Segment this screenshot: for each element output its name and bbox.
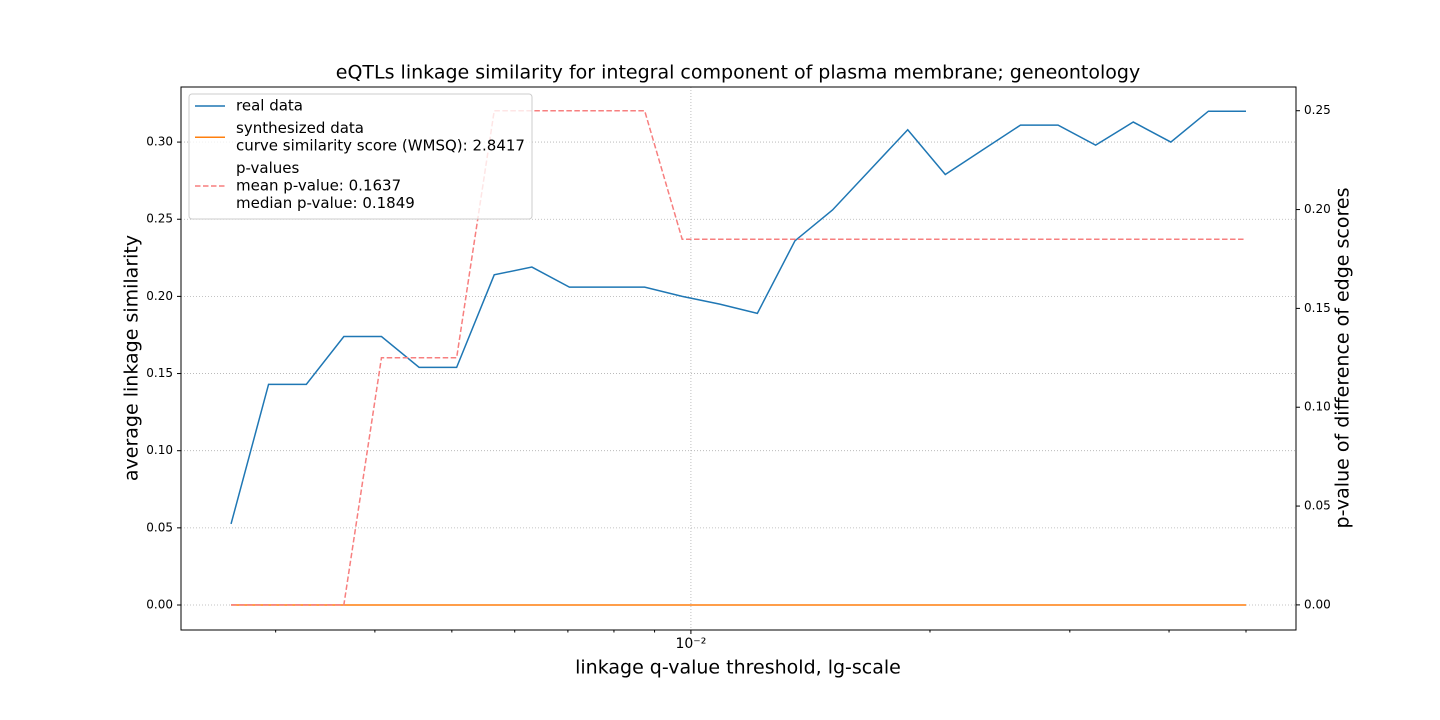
y-tick-label: 0.05 <box>146 520 173 534</box>
legend-label: p-values <box>236 159 300 177</box>
y2-tick-label: 0.05 <box>1304 499 1331 513</box>
y-axis-label: average linkage similarity <box>121 235 143 481</box>
y2-tick-label: 0.00 <box>1304 597 1331 611</box>
y2-tick-label: 0.15 <box>1304 301 1331 315</box>
plot-frame <box>180 86 1297 631</box>
series-line <box>231 109 1246 606</box>
y2-tick-label: 0.10 <box>1304 400 1331 414</box>
x-axis-label: linkage q-value threshold, lg-scale <box>575 657 901 679</box>
y2-axis-label: p-value of difference of edge scores <box>1332 188 1354 529</box>
legend-label: mean p-value: 0.1637 <box>236 177 401 195</box>
chart-title: eQTLs linkage similarity for integral co… <box>336 62 1140 84</box>
y-tick-label: 0.25 <box>146 212 173 226</box>
legend-label: curve similarity score (WMSQ): 2.8417 <box>236 137 525 155</box>
y-tick-label: 0.20 <box>146 289 173 303</box>
legend-label: real data <box>236 97 303 115</box>
series-line <box>230 110 1246 525</box>
y2-tick-label: 0.25 <box>1304 103 1331 117</box>
legend-box <box>188 93 533 220</box>
y-tick-label: 0.00 <box>146 598 173 612</box>
x-tick-label: 10⁻² <box>675 636 706 652</box>
y-tick-label: 0.10 <box>146 443 173 457</box>
y-tick-label: 0.30 <box>146 135 173 149</box>
legend-label: synthesized data <box>236 119 364 137</box>
y2-tick-label: 0.20 <box>1304 202 1331 216</box>
y-tick-label: 0.15 <box>146 366 173 380</box>
legend-label: median p-value: 0.1849 <box>236 194 415 212</box>
